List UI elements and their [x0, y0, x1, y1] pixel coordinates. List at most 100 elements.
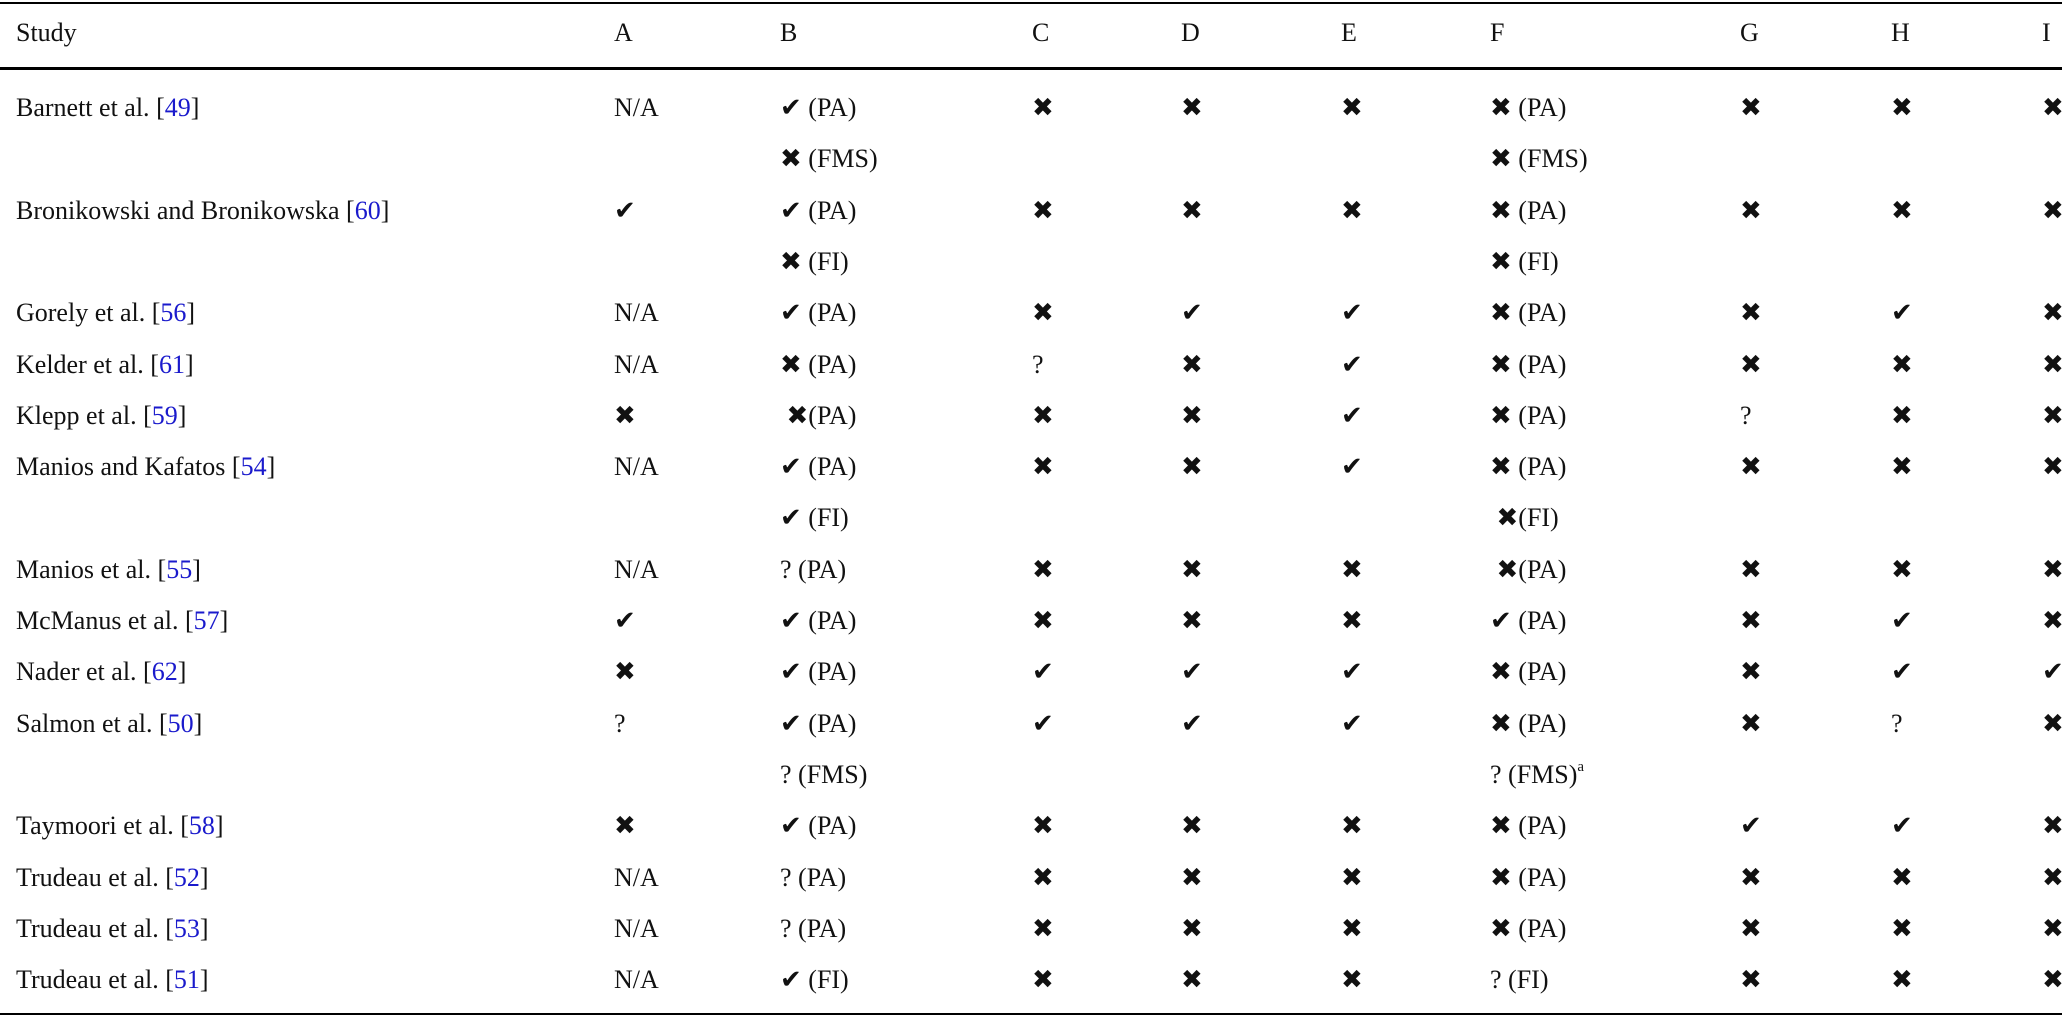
reference-link[interactable]: 59	[151, 400, 178, 430]
cell-text: ✖	[1341, 913, 1363, 943]
cell-text: ✖ (FMS)	[780, 144, 878, 174]
cell-text: ? (PA)	[780, 913, 847, 943]
bracket: [	[165, 862, 174, 892]
cell-text: ✔ (PA)	[780, 195, 857, 225]
cell-text: ✖	[2042, 606, 2062, 635]
bracket: [	[184, 606, 194, 635]
reference-link[interactable]: 58	[188, 811, 215, 841]
cell-text: ✖	[1181, 195, 1203, 225]
cell-text: ✖ (PA)	[1490, 452, 1567, 482]
reference-link[interactable]: 49	[164, 93, 191, 122]
cell-text: ✔	[1181, 298, 1203, 328]
cell-text: ?	[614, 708, 626, 738]
bracket: ]	[184, 349, 194, 379]
reference-link[interactable]: 53	[173, 913, 200, 943]
cell-text: ✖ (FI)	[780, 246, 849, 276]
cell-text: ✖	[1740, 298, 1762, 328]
cell-text: ✖	[1181, 965, 1203, 995]
cell-text: ✖	[1032, 452, 1054, 482]
cell-text: ✖ (PA)	[780, 349, 857, 379]
study-name: Trudeau et al.	[16, 862, 166, 892]
study-cell: Kelder et al. [61]	[16, 350, 194, 380]
header-cell: A	[614, 18, 633, 47]
reference-link[interactable]: 52	[173, 862, 200, 892]
cell-text: ✖	[2042, 400, 2062, 430]
reference-link[interactable]: 54	[240, 452, 267, 482]
study-name: Klepp et al.	[16, 400, 144, 430]
study-name: Manios and Kafatos	[16, 452, 232, 482]
reference-link[interactable]: 50	[167, 708, 194, 738]
cell-text: ✖	[1181, 452, 1203, 482]
cell-text: ✖ (FMS)	[1490, 144, 1588, 174]
cell-text: ✖	[1181, 554, 1203, 584]
cell-text: ✖	[614, 400, 636, 430]
bracket: [	[157, 554, 167, 584]
cell-text: ✖	[1341, 606, 1363, 635]
bracket: ]	[192, 554, 201, 584]
cell-text: ✖ (PA)	[1490, 708, 1567, 738]
bracket: ]	[219, 606, 229, 635]
cell-text: ✖ (PA)	[1490, 195, 1567, 225]
study-name: Gorely et al.	[16, 298, 152, 328]
cell-text: ✖	[1740, 657, 1762, 687]
study-cell: McManus et al. [57]	[16, 606, 228, 636]
reference-link[interactable]: 61	[158, 349, 185, 379]
study-cell: Gorely et al. [56]	[16, 298, 195, 328]
cell-text: ? (FMS)	[780, 759, 868, 789]
cell-text: N/A	[614, 452, 659, 482]
header-cell: H	[1891, 18, 1910, 47]
cell-text: ✖	[1740, 606, 1762, 635]
study-cell: Klepp et al. [59]	[16, 401, 186, 431]
cell-text: ?	[1740, 400, 1752, 430]
cell-text: ? (PA)	[780, 554, 847, 584]
cell-text: ✔ (PA)	[780, 606, 857, 635]
reference-link[interactable]: 62	[151, 657, 178, 687]
study-name: Taymoori et al.	[16, 811, 181, 841]
bracket: ]	[199, 913, 209, 943]
reference-link[interactable]: 57	[193, 606, 220, 635]
reference-link[interactable]: 51	[173, 965, 200, 995]
bottom-rule	[0, 1013, 2062, 1015]
cell-text: ✖	[1891, 93, 1913, 122]
cell-text: ✖	[1740, 965, 1762, 995]
cell-text: ✖	[1891, 913, 1913, 943]
cell-text: ✖ (PA)	[1490, 349, 1567, 379]
header-cell: G	[1740, 18, 1759, 47]
cell-text: ✖	[2042, 554, 2062, 584]
cell-text: ✖(PA)	[780, 400, 857, 430]
bracket: [	[346, 195, 355, 225]
cell-text: ✖	[1032, 606, 1054, 635]
cell-text: ✖	[2042, 298, 2062, 328]
cell-text: ✔	[1341, 298, 1363, 328]
cell-text: N/A	[614, 554, 659, 584]
cell-text: ✖ (PA)	[1490, 862, 1567, 892]
study-name: McManus et al.	[16, 606, 185, 635]
cell-text: ✖	[1181, 349, 1203, 379]
study-cell: Trudeau et al. [52]	[16, 863, 209, 893]
study-cell: Salmon et al. [50]	[16, 709, 202, 739]
cell-text: ✖	[614, 657, 636, 687]
header-cell: E	[1341, 18, 1357, 47]
header-cell: B	[780, 18, 798, 47]
cell-text: ✖	[2042, 965, 2062, 995]
cell-text: ✖ (PA)	[1490, 811, 1567, 841]
cell-text: ✖	[1740, 93, 1762, 122]
cell-text: ✔	[614, 606, 636, 635]
study-name: Bronikowski and Bronikowska	[16, 195, 347, 225]
cell-text: ✖	[2042, 93, 2062, 122]
bracket: [	[151, 298, 161, 328]
reference-link[interactable]: 55	[166, 554, 193, 584]
cell-text: ✖	[1740, 195, 1762, 225]
cell-text: ✖ (PA)	[1490, 298, 1567, 328]
cell-text: ? (FMS)a	[1490, 759, 1584, 790]
cell-text: ✖	[1341, 811, 1363, 841]
study-name: Trudeau et al.	[16, 965, 166, 995]
bracket: [	[156, 93, 165, 122]
cell-text: ✔ (PA)	[780, 657, 857, 687]
cell-text: ✔ (PA)	[1490, 606, 1567, 635]
reference-link[interactable]: 60	[354, 195, 381, 225]
cell-text: ✖	[1740, 913, 1762, 943]
reference-link[interactable]: 56	[160, 298, 187, 328]
cell-text: ✔	[1032, 708, 1054, 738]
